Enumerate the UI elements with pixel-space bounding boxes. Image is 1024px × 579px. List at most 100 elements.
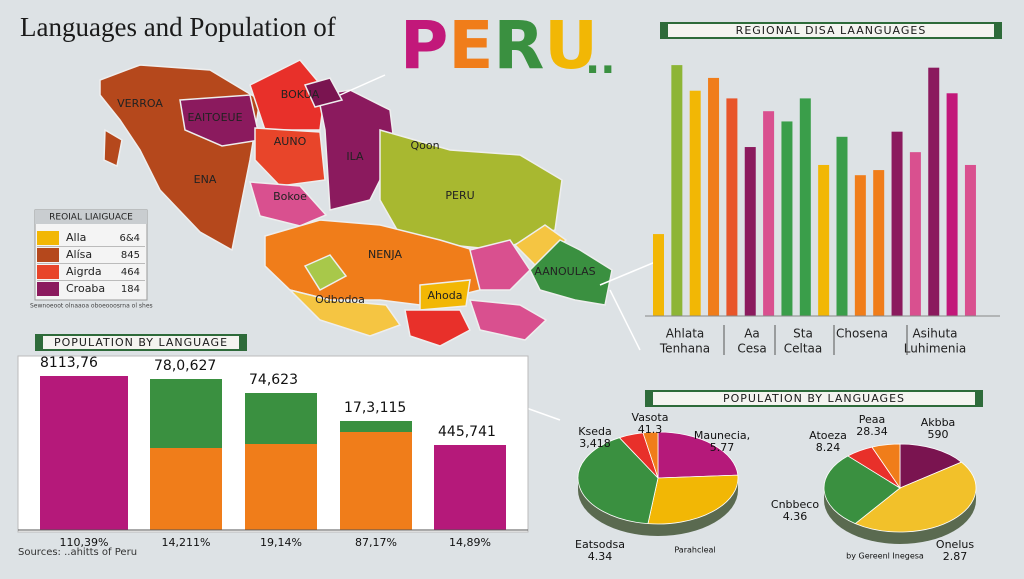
bar-bottom-label: 19,14% (260, 536, 302, 549)
pie-slice (642, 431, 659, 479)
legend: REOIAL LIAIGUACE Sewnoeoot olnaaoa oboeo… (30, 209, 153, 310)
title: Languages and Population of (20, 12, 336, 42)
bar-bottom-label: 87,17% (355, 536, 397, 549)
leader-line (339, 74, 386, 96)
legend-value: 845 (121, 250, 140, 261)
leader-line (599, 259, 661, 286)
legend-name: Alísa (66, 248, 92, 261)
bar (744, 147, 756, 316)
bar (854, 175, 866, 316)
region (303, 254, 348, 291)
legend-swatch (37, 231, 59, 245)
legend-header (35, 210, 147, 224)
pie-label: 8.24 (816, 441, 841, 454)
category-label: Sta (793, 327, 813, 341)
pie-slice (871, 443, 901, 490)
category-label: Luhimenia (904, 342, 966, 356)
region (179, 94, 261, 147)
pie-label: 3,418 (579, 437, 611, 450)
map-label: Bokoe (273, 190, 307, 203)
pie-label: Vasota (632, 411, 669, 424)
bar-total-label: 8113,76 (40, 355, 98, 371)
bar-segment (434, 445, 506, 530)
panel-title: REGIONAL DISA LAANGUAGES (736, 24, 927, 37)
bar (873, 170, 885, 316)
category-label: Celtaa (784, 342, 823, 356)
bar-segment (340, 421, 412, 432)
bar (799, 98, 811, 317)
pie-label: Maunecia, (694, 429, 750, 442)
bar-total-label: 74,623 (249, 372, 298, 388)
bar-total-label: 445,741 (438, 424, 496, 440)
bar (891, 131, 903, 316)
category-label: Ahlata (666, 327, 705, 341)
map-label: VERROA (117, 97, 163, 110)
bar-total-label: 17,3,115 (344, 400, 406, 416)
pie-label: 4.34 (588, 550, 613, 563)
category-label: Tenhana (659, 342, 710, 356)
bar (818, 164, 830, 316)
category-label: Aa (744, 327, 760, 341)
bar (964, 164, 976, 316)
pie-label: 4.36 (783, 510, 808, 523)
bar-total-label: 78,0,627 (154, 358, 216, 374)
panel-header-inner (43, 336, 239, 349)
map-label: PERU (445, 189, 474, 202)
bar (671, 65, 683, 317)
bar-bottom-label: 14,89% (449, 536, 491, 549)
bar (689, 90, 701, 316)
region (287, 288, 402, 337)
region (103, 128, 123, 168)
map-label: Ahoda (428, 289, 463, 302)
bar-segment (245, 393, 317, 444)
legend-value: 6&4 (119, 233, 140, 244)
region (419, 279, 471, 311)
category-label: Asihuta (912, 327, 957, 341)
region (248, 181, 328, 227)
bar (928, 67, 940, 317)
legend-name: Croaba (66, 282, 105, 295)
map: VERROA EAITOEUE BOKUA AUNO ILA ENA Qoon PERU Bok… (99, 59, 661, 421)
bar (946, 93, 958, 316)
bar (909, 152, 921, 316)
map-label: BOKUA (281, 88, 320, 101)
legend-title: REOIAL LIAIGUACE (49, 213, 133, 223)
legend-swatch (37, 248, 59, 262)
pie-label: by Gereenl Inegesa (846, 552, 924, 561)
map-label: AUNO (274, 135, 307, 148)
map-label: Qoon (410, 139, 439, 152)
bar (708, 77, 720, 316)
bar (836, 136, 848, 316)
legend-name: Aigrda (66, 265, 102, 278)
pie-slice (577, 437, 659, 525)
bar-bottom-label: 14,211% (162, 536, 211, 549)
category-label: Chosena (836, 327, 888, 341)
region (529, 239, 613, 306)
bar-segment (245, 444, 317, 530)
panel-title: POPULATION BY LANGUAGES (723, 392, 905, 405)
bar (781, 121, 793, 316)
map-label: ILA (346, 150, 364, 163)
leader-line (609, 289, 641, 351)
pie-label: 2.87 (943, 550, 968, 563)
legend-swatch (37, 265, 59, 279)
pie-slice (657, 431, 739, 479)
bar (653, 234, 664, 316)
map-label: ENA (194, 173, 217, 186)
legend-name: Alla (66, 231, 86, 244)
category-label: Cesa (737, 342, 766, 356)
pie-label: Eatsodsa (575, 538, 625, 551)
pie-slice (823, 455, 901, 525)
pie-label: 5.77 (710, 441, 735, 454)
region (404, 309, 471, 347)
map-label: EAITOEUE (187, 111, 242, 124)
panel-header-inner (653, 392, 975, 405)
pie-label: 28.34 (856, 425, 888, 438)
bar (726, 98, 738, 317)
region (469, 239, 531, 291)
panel-title: POPULATION BY LANGUAGE (54, 336, 228, 349)
bar (763, 111, 775, 316)
legend-note: Sewnoeoot olnaaoa oboeooosrna ol shes (30, 303, 153, 310)
pie-label: Atoeza (809, 429, 847, 442)
